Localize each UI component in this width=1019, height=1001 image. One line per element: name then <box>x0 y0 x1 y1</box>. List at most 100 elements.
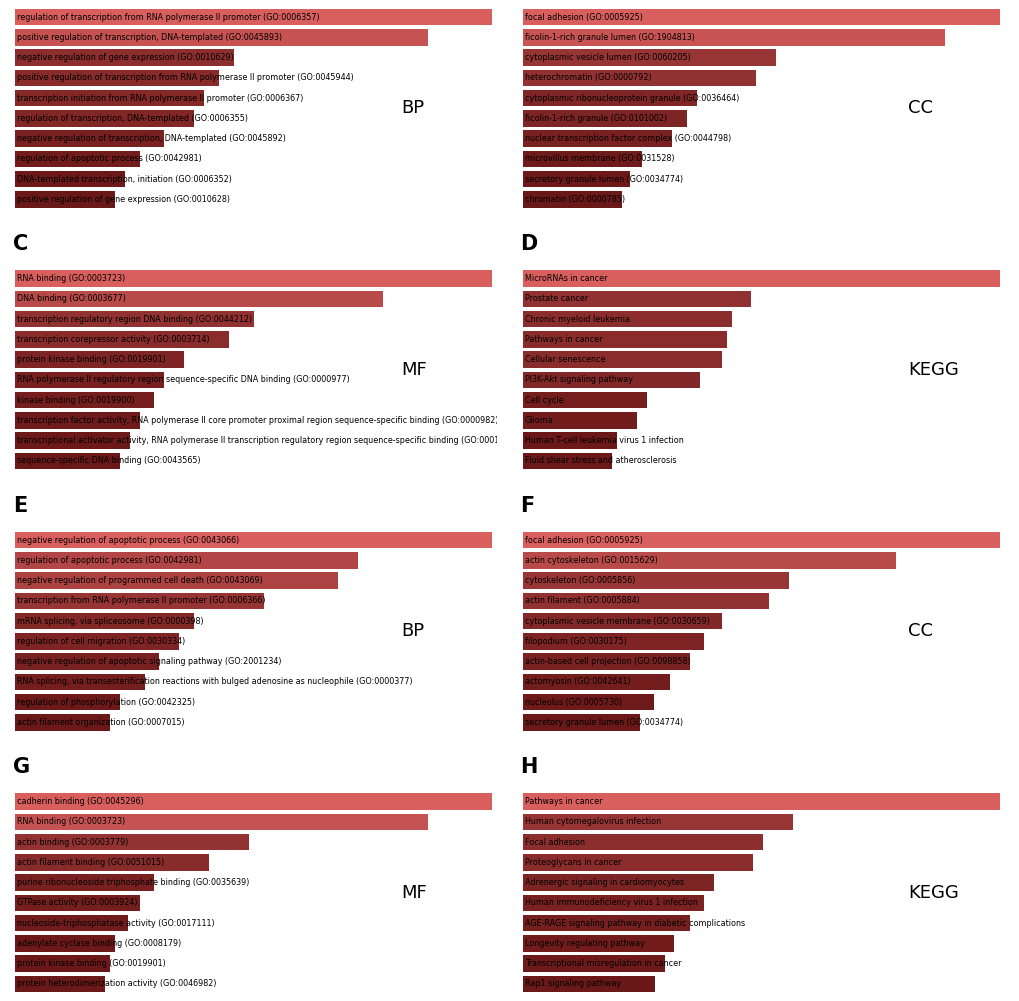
Text: Human T-cell leukemia virus 1 infection: Human T-cell leukemia virus 1 infection <box>524 436 683 445</box>
Bar <box>522 331 726 347</box>
Bar <box>15 49 233 66</box>
Text: AGE-RAGE signaling pathway in diabetic complications: AGE-RAGE signaling pathway in diabetic c… <box>524 919 744 928</box>
Text: RNA splicing, via transesterification reactions with bulged adenosine as nucleop: RNA splicing, via transesterification re… <box>17 678 413 687</box>
Text: Cell cycle: Cell cycle <box>524 395 562 404</box>
Bar <box>15 854 209 871</box>
Bar <box>522 674 669 690</box>
Bar <box>15 613 194 630</box>
Text: Prostate cancer: Prostate cancer <box>524 294 587 303</box>
Bar <box>15 90 204 106</box>
Bar <box>15 794 492 810</box>
Text: negative regulation of transcription, DNA-templated (GO:0045892): negative regulation of transcription, DN… <box>17 134 286 143</box>
Bar <box>15 311 254 327</box>
Bar <box>15 391 154 408</box>
Text: cytoplasmic vesicle lumen (GO:0060205): cytoplasmic vesicle lumen (GO:0060205) <box>524 53 690 62</box>
Text: chromatin (GO:0000785): chromatin (GO:0000785) <box>524 195 625 204</box>
Text: Cellular senescence: Cellular senescence <box>524 355 604 364</box>
Text: transcription regulatory region DNA binding (GO:0044212): transcription regulatory region DNA bind… <box>17 314 252 323</box>
Bar <box>522 452 611 469</box>
Text: purine ribonucleoside triphosphate binding (GO:0035639): purine ribonucleoside triphosphate bindi… <box>17 878 250 887</box>
Text: filopodium (GO:0030175): filopodium (GO:0030175) <box>524 637 626 646</box>
Bar <box>522 130 672 147</box>
Text: BP: BP <box>400 623 424 641</box>
Bar <box>15 432 129 448</box>
Text: KEGG: KEGG <box>907 360 958 378</box>
Bar <box>15 874 154 891</box>
Text: RNA binding (GO:0003723): RNA binding (GO:0003723) <box>17 274 125 283</box>
Text: cytoskeleton (GO:0005856): cytoskeleton (GO:0005856) <box>524 577 635 586</box>
Bar <box>522 794 999 810</box>
Bar <box>522 935 674 952</box>
Text: DNA-templated transcription, initiation (GO:0006352): DNA-templated transcription, initiation … <box>17 174 232 183</box>
Bar <box>522 391 646 408</box>
Bar <box>522 976 654 992</box>
Text: MF: MF <box>400 884 426 902</box>
Bar <box>522 371 699 388</box>
Bar <box>522 553 895 569</box>
Text: Human cytomegalovirus infection: Human cytomegalovirus infection <box>524 818 660 827</box>
Text: F: F <box>520 495 534 516</box>
Text: kinase binding (GO:0019900): kinase binding (GO:0019900) <box>17 395 135 404</box>
Text: MF: MF <box>400 360 426 378</box>
Text: protein heterodimerization activity (GO:0046982): protein heterodimerization activity (GO:… <box>17 979 217 988</box>
Text: positive regulation of transcription from RNA polymerase II promoter (GO:0045944: positive regulation of transcription fro… <box>17 73 354 82</box>
Text: DNA binding (GO:0003677): DNA binding (GO:0003677) <box>17 294 126 303</box>
Text: regulation of transcription from RNA polymerase II promoter (GO:0006357): regulation of transcription from RNA pol… <box>17 13 320 22</box>
Text: RNA binding (GO:0003723): RNA binding (GO:0003723) <box>17 818 125 827</box>
Bar <box>15 935 114 952</box>
Text: adenylate cyclase binding (GO:0008179): adenylate cyclase binding (GO:0008179) <box>17 939 181 948</box>
Text: Proteoglycans in cancer: Proteoglycans in cancer <box>524 858 621 867</box>
Bar <box>522 150 641 167</box>
Text: cytoplasmic vesicle membrane (GO:0030659): cytoplasmic vesicle membrane (GO:0030659… <box>524 617 709 626</box>
Bar <box>522 90 696 106</box>
Text: transcription from RNA polymerase II promoter (GO:0006366): transcription from RNA polymerase II pro… <box>17 597 266 606</box>
Bar <box>15 110 194 127</box>
Text: negative regulation of apoptotic signaling pathway (GO:2001234): negative regulation of apoptotic signali… <box>17 657 281 666</box>
Text: D: D <box>520 234 537 254</box>
Bar <box>15 553 358 569</box>
Text: C: C <box>13 234 29 254</box>
Bar <box>522 915 689 931</box>
Text: focal adhesion (GO:0005925): focal adhesion (GO:0005925) <box>524 536 642 545</box>
Text: positive regulation of transcription, DNA-templated (GO:0045893): positive regulation of transcription, DN… <box>17 33 282 42</box>
Bar <box>522 412 637 428</box>
Bar <box>522 714 640 731</box>
Text: secretory granule lumen (GO:0034774): secretory granule lumen (GO:0034774) <box>524 718 682 727</box>
Bar <box>15 593 264 610</box>
Text: actin cytoskeleton (GO:0015629): actin cytoskeleton (GO:0015629) <box>524 556 657 565</box>
Text: actin-based cell projection (GO:0098858): actin-based cell projection (GO:0098858) <box>524 657 690 666</box>
Bar <box>15 171 124 187</box>
Text: Focal adhesion: Focal adhesion <box>524 838 584 847</box>
Bar <box>522 694 653 711</box>
Text: actin binding (GO:0003779): actin binding (GO:0003779) <box>17 838 128 847</box>
Text: Human immunodeficiency virus 1 infection: Human immunodeficiency virus 1 infection <box>524 898 697 907</box>
Bar <box>522 834 762 851</box>
Bar <box>522 191 622 207</box>
Bar <box>15 654 159 670</box>
Text: Glioma: Glioma <box>524 415 553 424</box>
Bar <box>15 130 164 147</box>
Bar <box>522 432 616 448</box>
Bar <box>15 70 219 86</box>
Text: mRNA splicing, via spliceosome (GO:0000398): mRNA splicing, via spliceosome (GO:00003… <box>17 617 204 626</box>
Text: Adrenergic signaling in cardiomyocytes: Adrenergic signaling in cardiomyocytes <box>524 878 683 887</box>
Bar <box>522 49 775 66</box>
Text: actin filament binding (GO:0051015): actin filament binding (GO:0051015) <box>17 858 164 867</box>
Text: Transcriptional misregulation in cancer: Transcriptional misregulation in cancer <box>524 959 681 968</box>
Bar <box>15 532 492 549</box>
Text: cadherin binding (GO:0045296): cadherin binding (GO:0045296) <box>17 797 144 806</box>
Text: transcription initiation from RNA polymerase II promoter (GO:0006367): transcription initiation from RNA polyme… <box>17 94 304 103</box>
Text: protein kinase binding (GO:0019901): protein kinase binding (GO:0019901) <box>17 959 166 968</box>
Bar <box>15 29 427 46</box>
Bar <box>522 854 753 871</box>
Text: nuclear transcription factor complex (GO:0044798): nuclear transcription factor complex (GO… <box>524 134 731 143</box>
Bar <box>522 613 720 630</box>
Bar <box>15 633 179 650</box>
Text: Pathways in cancer: Pathways in cancer <box>524 797 601 806</box>
Bar <box>15 331 229 347</box>
Bar <box>522 874 713 891</box>
Bar <box>15 191 114 207</box>
Text: CC: CC <box>907 99 932 117</box>
Bar <box>522 70 756 86</box>
Bar <box>522 110 686 127</box>
